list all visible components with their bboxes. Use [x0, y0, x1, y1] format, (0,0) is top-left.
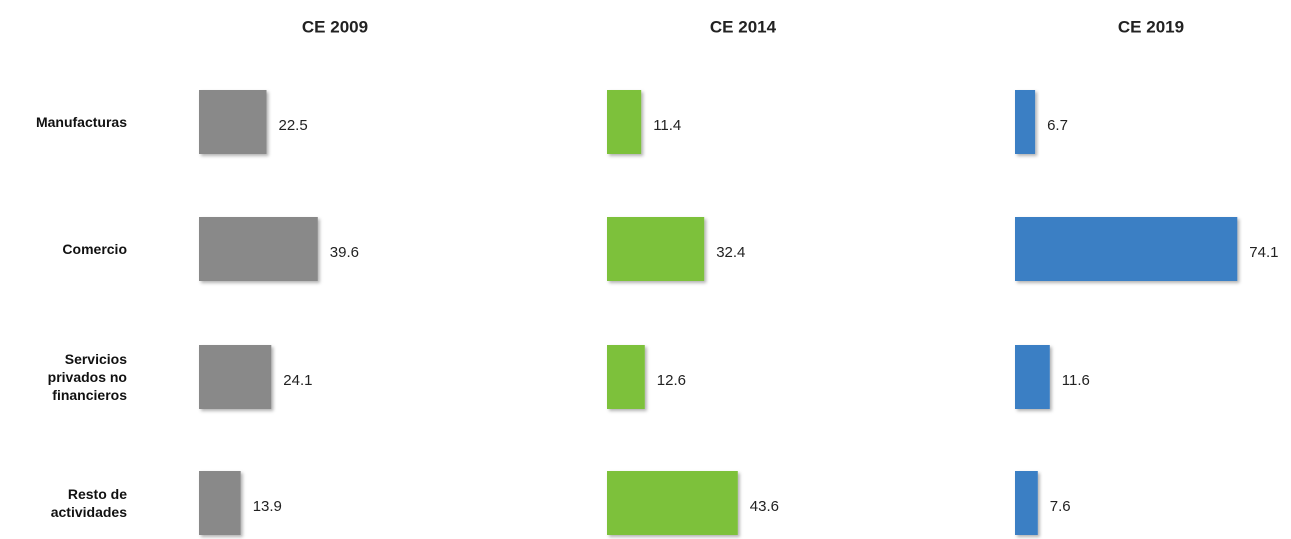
panel-title: CE 2014: [710, 17, 777, 36]
panel-title: CE 2019: [1118, 17, 1184, 36]
bar: [607, 345, 645, 409]
value-label: 6.7: [1047, 117, 1068, 134]
category-label: Manufacturas: [35, 114, 127, 130]
category-label: Resto de actividades: [50, 486, 127, 520]
value-label: 13.9: [253, 498, 282, 515]
value-label: 39.6: [330, 244, 359, 261]
value-label: 12.6: [657, 372, 686, 389]
bar: [199, 90, 267, 154]
value-label: 24.1: [283, 372, 312, 389]
bar: [199, 471, 241, 535]
bar: [199, 217, 318, 281]
value-label: 22.5: [279, 117, 308, 134]
bar: [607, 90, 642, 154]
category-label: Comercio: [62, 241, 127, 257]
category-label: Servicios privados no financieros: [47, 351, 127, 403]
bar: [607, 217, 705, 281]
bar: [199, 345, 272, 409]
value-label: 74.1: [1249, 244, 1278, 261]
bar: [1015, 90, 1036, 154]
value-label: 11.6: [1062, 372, 1090, 389]
bar: [1015, 345, 1050, 409]
bar: [607, 471, 738, 535]
value-label: 32.4: [716, 244, 745, 261]
panel-title: CE 2009: [302, 17, 368, 36]
value-label: 43.6: [750, 498, 779, 515]
value-label: 11.4: [653, 117, 681, 134]
bar: [1015, 471, 1038, 535]
bar: [1015, 217, 1238, 281]
value-label: 7.6: [1050, 498, 1071, 515]
